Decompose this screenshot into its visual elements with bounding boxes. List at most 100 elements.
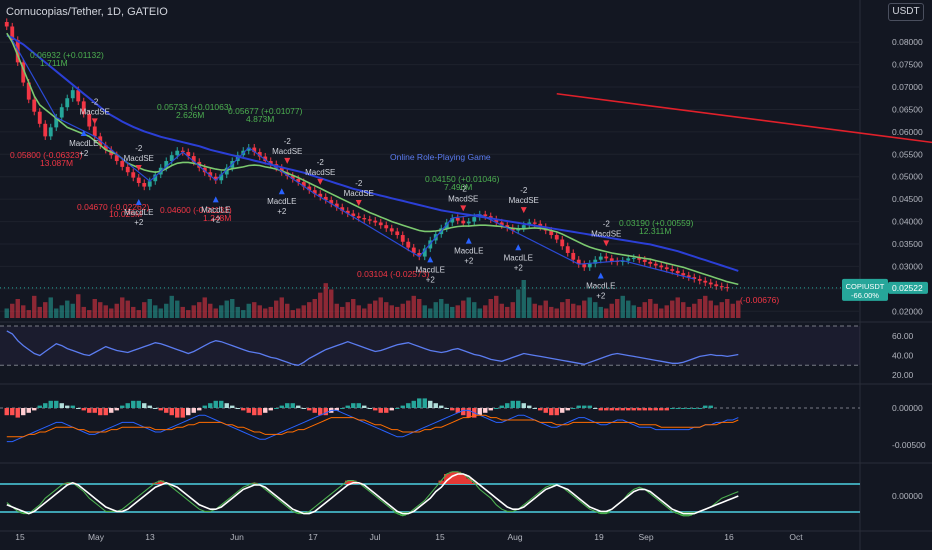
signal-count: -2	[603, 219, 611, 228]
volume-bar	[142, 302, 147, 318]
macd-histogram-bar	[626, 408, 631, 411]
macd-histogram-bar	[65, 405, 70, 408]
candle-body	[70, 90, 75, 99]
macd-histogram-bar	[70, 405, 75, 408]
macd-histogram-bar	[109, 408, 114, 413]
sell-arrow-icon	[355, 199, 362, 206]
x-tick-label: 15	[15, 532, 25, 542]
buy-arrow-icon	[427, 256, 434, 263]
volume-bar	[235, 306, 240, 318]
candle-body	[626, 258, 631, 261]
macd-histogram-bar	[318, 408, 323, 416]
volume-bar	[241, 310, 246, 318]
oscillator-overbought-fill	[438, 480, 445, 484]
candle-body	[703, 280, 708, 283]
macd-histogram-bar	[219, 400, 224, 408]
candle-body	[263, 156, 268, 162]
oscillator-overbought-fill	[449, 471, 456, 484]
volume-bar	[384, 302, 389, 318]
candle-body	[587, 263, 592, 268]
volume-bar	[631, 305, 636, 318]
volume-bar	[285, 303, 290, 318]
volume-bar	[483, 305, 488, 318]
macd-histogram-bar	[433, 403, 438, 408]
volume-bar	[411, 295, 416, 318]
volume-bar	[334, 303, 339, 318]
candle-body	[186, 152, 191, 157]
candle-body	[466, 221, 471, 224]
macd-histogram-bar	[224, 403, 229, 408]
macd-histogram-bar	[373, 408, 378, 411]
oscillator-green-line	[6, 471, 739, 517]
volume-bar	[472, 302, 477, 318]
volume-bar	[169, 295, 174, 318]
volume-bar	[131, 306, 136, 318]
macd-histogram-bar	[351, 403, 356, 408]
oscillator-oversold-fill	[675, 512, 681, 514]
macd-histogram-bar	[120, 405, 125, 408]
volume-bar	[70, 303, 75, 318]
candle-body	[719, 286, 724, 288]
macd-histogram-bar	[191, 408, 196, 413]
volume-bar	[422, 305, 427, 318]
volume-bar	[378, 297, 383, 318]
sell-arrow-icon	[317, 178, 324, 185]
candle-body	[609, 258, 614, 262]
annotation-label: 10.025M	[109, 209, 142, 219]
volume-bar	[76, 294, 81, 318]
x-tick-label: Oct	[789, 532, 803, 542]
candle-body	[10, 26, 15, 40]
candle-body	[131, 172, 136, 178]
macd-histogram-bar	[395, 408, 400, 409]
candle-body	[521, 225, 526, 229]
candle-body	[538, 223, 543, 227]
macd-histogram-bar	[384, 408, 389, 413]
annotation-label: 0.03104 (-0.02573)	[357, 269, 429, 279]
signal-count: +2	[596, 292, 606, 301]
volume-bar	[428, 308, 433, 318]
oscillator-tick-label: 0.00000	[892, 491, 923, 501]
macd-histogram-bar	[466, 408, 471, 418]
annotation-label: 1.248M	[203, 213, 231, 223]
macd-histogram-bar	[692, 408, 697, 409]
candle-body	[340, 207, 345, 211]
volume-bar	[246, 303, 251, 318]
candle-body	[290, 175, 295, 179]
volume-bar	[615, 299, 620, 318]
candle-body	[356, 216, 361, 218]
candle-body	[494, 219, 499, 223]
macd-histogram-bar	[92, 408, 97, 413]
volume-bar	[505, 306, 510, 318]
buy-arrow-icon	[515, 244, 522, 251]
candle-body	[400, 235, 405, 242]
volume-bar	[609, 303, 614, 318]
volume-bar	[725, 299, 730, 318]
candle-body	[362, 217, 367, 220]
volume-bar	[439, 299, 444, 318]
macd-histogram-bar	[378, 408, 383, 413]
macd-histogram-bar	[175, 408, 180, 418]
volume-bar	[675, 297, 680, 318]
volume-bar	[274, 300, 279, 318]
macd-histogram-bar	[422, 398, 427, 408]
candle-body	[593, 259, 598, 264]
oscillator-oversold-fill	[295, 512, 302, 514]
oscillator-overbought-fill	[466, 478, 472, 484]
macd-histogram-bar	[367, 408, 372, 409]
candle-body	[571, 252, 576, 260]
candle-body	[81, 101, 86, 114]
volume-bar	[230, 299, 235, 318]
macd-histogram-bar	[356, 403, 361, 408]
macd-histogram-bar	[483, 408, 488, 413]
currency-button[interactable]: USDT	[888, 3, 924, 21]
macd-histogram-bar	[659, 408, 664, 411]
volume-bar	[703, 295, 708, 318]
annotation-label: (-0.00676)	[740, 295, 779, 305]
macd-histogram-bar	[235, 408, 240, 409]
macd-histogram-bar	[554, 408, 559, 416]
volume-bar	[356, 305, 361, 318]
macd-histogram-bar	[345, 405, 350, 408]
volume-bar	[87, 310, 92, 318]
candle-body	[560, 239, 565, 247]
